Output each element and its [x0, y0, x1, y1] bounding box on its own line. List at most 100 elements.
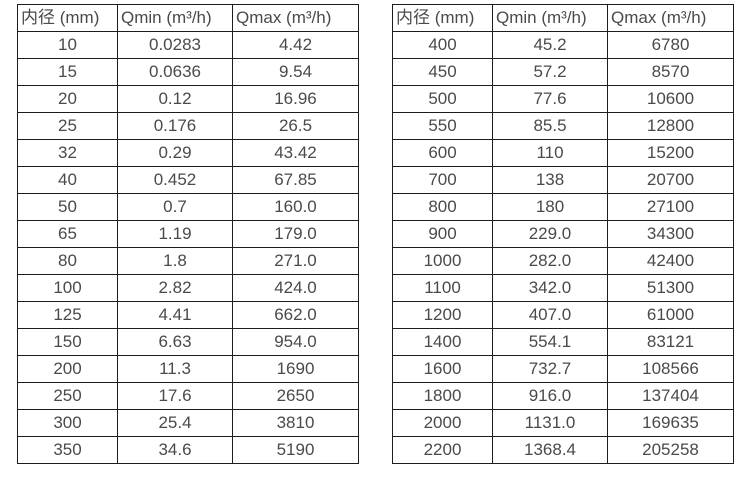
diameter-cell: 350 — [17, 436, 118, 464]
diameter-cell: 700 — [392, 166, 493, 194]
qmax-cell: 160.0 — [232, 193, 359, 221]
flow-tables-container: 内径 (mm) Qmin (m³/h) Qmax (m³/h) 10 0.0283 4.… — [17, 4, 734, 464]
table-row: 350 34.6 5190 — [17, 436, 359, 464]
qmax-cell: 2650 — [232, 382, 359, 410]
qmin-cell: 732.7 — [492, 355, 608, 383]
flow-range-table-dn400-2200: 内径 (mm) Qmin (m³/h) Qmax (m³/h) 400 45.2 678… — [392, 4, 734, 464]
table-row: 2200 1368.4 205258 — [392, 436, 734, 464]
table-row: 300 25.4 3810 — [17, 409, 359, 437]
qmax-cell: 4.42 — [232, 31, 359, 59]
qmax-cell: 1690 — [232, 355, 359, 383]
diameter-cell: 1000 — [392, 247, 493, 275]
qmin-cell: 916.0 — [492, 382, 608, 410]
diameter-cell: 450 — [392, 58, 493, 86]
qmin-cell: 17.6 — [117, 382, 233, 410]
qmin-cell: 77.6 — [492, 85, 608, 113]
diameter-cell: 1100 — [392, 274, 493, 302]
table-row: 500 77.6 10600 — [392, 85, 734, 113]
qmax-cell: 424.0 — [232, 274, 359, 302]
qmax-cell: 83121 — [607, 328, 734, 356]
qmax-cell: 8570 — [607, 58, 734, 86]
qmin-cell: 0.29 — [117, 139, 233, 167]
qmin-cell: 407.0 — [492, 301, 608, 329]
diameter-cell: 65 — [17, 220, 118, 248]
qmax-cell: 5190 — [232, 436, 359, 464]
qmin-cell: 11.3 — [117, 355, 233, 383]
qmin-cell: 0.176 — [117, 112, 233, 140]
qmin-cell: 45.2 — [492, 31, 608, 59]
table-row: 700 138 20700 — [392, 166, 734, 194]
qmax-cell: 9.54 — [232, 58, 359, 86]
diameter-cell: 40 — [17, 166, 118, 194]
diameter-cell: 200 — [17, 355, 118, 383]
qmax-cell: 6780 — [607, 31, 734, 59]
qmax-cell: 954.0 — [232, 328, 359, 356]
table-row: 450 57.2 8570 — [392, 58, 734, 86]
diameter-cell: 80 — [17, 247, 118, 275]
qmax-cell: 662.0 — [232, 301, 359, 329]
qmax-cell: 205258 — [607, 436, 734, 464]
qmax-cell: 108566 — [607, 355, 734, 383]
header-row: 内径 (mm) Qmin (m³/h) Qmax (m³/h) — [392, 4, 734, 32]
diameter-cell: 800 — [392, 193, 493, 221]
column-header: Qmin (m³/h) — [117, 4, 233, 32]
qmax-cell: 67.85 — [232, 166, 359, 194]
qmin-cell: 0.0636 — [117, 58, 233, 86]
qmin-cell: 1368.4 — [492, 436, 608, 464]
qmin-cell: 4.41 — [117, 301, 233, 329]
qmin-cell: 342.0 — [492, 274, 608, 302]
qmax-cell: 179.0 — [232, 220, 359, 248]
table-row: 400 45.2 6780 — [392, 31, 734, 59]
table-row: 1200 407.0 61000 — [392, 301, 734, 329]
table-row: 1800 916.0 137404 — [392, 382, 734, 410]
diameter-cell: 125 — [17, 301, 118, 329]
table-row: 1600 732.7 108566 — [392, 355, 734, 383]
table-row: 250 17.6 2650 — [17, 382, 359, 410]
qmax-cell: 16.96 — [232, 85, 359, 113]
table-row: 65 1.19 179.0 — [17, 220, 359, 248]
diameter-cell: 1400 — [392, 328, 493, 356]
table-row: 800 180 27100 — [392, 193, 734, 221]
table-row: 900 229.0 34300 — [392, 220, 734, 248]
diameter-cell: 1200 — [392, 301, 493, 329]
diameter-cell: 400 — [392, 31, 493, 59]
diameter-cell: 25 — [17, 112, 118, 140]
header-row: 内径 (mm) Qmin (m³/h) Qmax (m³/h) — [17, 4, 359, 32]
diameter-cell: 32 — [17, 139, 118, 167]
diameter-cell: 600 — [392, 139, 493, 167]
qmin-cell: 0.12 — [117, 85, 233, 113]
qmin-cell: 138 — [492, 166, 608, 194]
table-row: 150 6.63 954.0 — [17, 328, 359, 356]
qmin-cell: 0.7 — [117, 193, 233, 221]
table-row: 10 0.0283 4.42 — [17, 31, 359, 59]
table-row: 1000 282.0 42400 — [392, 247, 734, 275]
diameter-cell: 1600 — [392, 355, 493, 383]
diameter-cell: 2200 — [392, 436, 493, 464]
qmin-cell: 1131.0 — [492, 409, 608, 437]
qmax-cell: 15200 — [607, 139, 734, 167]
flow-range-table-dn10-350: 内径 (mm) Qmin (m³/h) Qmax (m³/h) 10 0.0283 4.… — [17, 4, 359, 464]
diameter-cell: 250 — [17, 382, 118, 410]
qmin-cell: 110 — [492, 139, 608, 167]
table-row: 20 0.12 16.96 — [17, 85, 359, 113]
column-header: Qmin (m³/h) — [492, 4, 608, 32]
diameter-cell: 550 — [392, 112, 493, 140]
table-row: 125 4.41 662.0 — [17, 301, 359, 329]
column-header: 内径 (mm) — [392, 4, 493, 32]
column-header: Qmax (m³/h) — [607, 4, 734, 32]
table-row: 600 110 15200 — [392, 139, 734, 167]
qmax-cell: 26.5 — [232, 112, 359, 140]
qmax-cell: 61000 — [607, 301, 734, 329]
table-row: 1400 554.1 83121 — [392, 328, 734, 356]
table-row: 100 2.82 424.0 — [17, 274, 359, 302]
qmin-cell: 229.0 — [492, 220, 608, 248]
diameter-cell: 300 — [17, 409, 118, 437]
qmax-cell: 43.42 — [232, 139, 359, 167]
qmin-cell: 282.0 — [492, 247, 608, 275]
table-row: 32 0.29 43.42 — [17, 139, 359, 167]
table-row: 550 85.5 12800 — [392, 112, 734, 140]
table-row: 200 11.3 1690 — [17, 355, 359, 383]
qmax-cell: 3810 — [232, 409, 359, 437]
diameter-cell: 100 — [17, 274, 118, 302]
qmin-cell: 180 — [492, 193, 608, 221]
